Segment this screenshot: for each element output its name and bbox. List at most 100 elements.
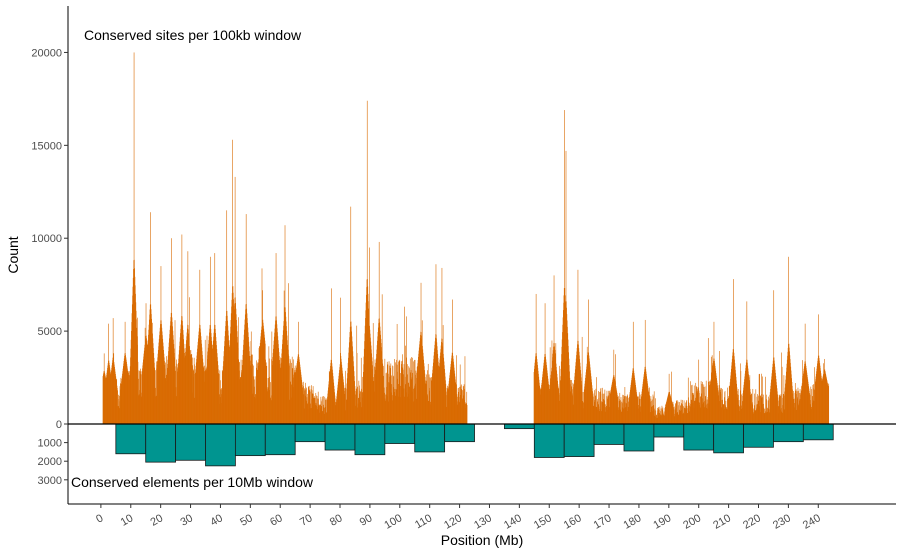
site-bar-734 (322, 396, 323, 424)
site-bar-515 (256, 363, 258, 424)
site-bar-667 (302, 384, 303, 424)
site-bar-1009 (404, 306, 405, 424)
sites-bars (102, 52, 830, 424)
site-bar-1991 (764, 408, 766, 424)
site-bar-957 (388, 361, 390, 424)
site-bar-704 (313, 393, 314, 424)
site-bar-786 (337, 384, 339, 424)
site-bar-1132 (441, 342, 442, 424)
site-bar-1301 (558, 391, 559, 424)
site-bar-1260 (545, 362, 547, 424)
site-bar-2021 (773, 290, 775, 424)
site-bar-966 (391, 384, 393, 424)
site-bar-1241 (540, 394, 541, 424)
site-bar-2014 (771, 376, 772, 424)
site-bar-676 (304, 389, 306, 424)
site-bar-773 (333, 385, 335, 424)
site-bar-1210 (464, 388, 465, 424)
site-bar-1508 (620, 400, 621, 424)
x-tick-label-230: 230 (771, 512, 793, 532)
site-bar-602 (282, 334, 284, 424)
site-bar-1319 (563, 295, 565, 424)
x-tick-label-210: 210 (711, 512, 733, 532)
site-bar-1282 (552, 353, 554, 424)
site-bar-1416 (592, 394, 594, 424)
site-bar-1755 (693, 385, 695, 424)
x-tick-label-110: 110 (413, 512, 434, 531)
site-bar-2060 (785, 383, 786, 424)
site-bar-2203 (827, 386, 829, 424)
site-bar-906 (373, 381, 375, 424)
site-bar-1278 (551, 367, 552, 424)
site-bar-2198 (826, 378, 827, 424)
site-bar-2147 (811, 389, 812, 424)
site-bar-883 (366, 279, 368, 424)
site-bar-1789 (704, 386, 705, 424)
site-bar-1582 (642, 386, 643, 424)
site-bar-975 (394, 358, 395, 424)
site-bar-53 (118, 399, 120, 424)
site-bar-626 (289, 358, 291, 424)
site-bar-851 (357, 407, 358, 424)
site-bar-644 (295, 374, 296, 424)
site-bar-1494 (615, 387, 617, 424)
site-bar-575 (274, 328, 276, 424)
site-bar-1510 (620, 397, 622, 424)
site-bar-929 (380, 334, 381, 424)
site-bar-1531 (626, 394, 628, 424)
site-bar-1062 (420, 334, 421, 424)
site-bar-692 (309, 385, 311, 424)
site-bar-1200 (461, 388, 462, 424)
site-bar-1655 (664, 415, 665, 424)
x-tick-label-90: 90 (358, 512, 375, 529)
site-bar-1407 (589, 367, 591, 424)
site-bar-1793 (705, 405, 706, 424)
site-bar-764 (331, 288, 332, 424)
element-bar-18 (683, 423, 715, 451)
site-bar-1058 (418, 347, 420, 424)
site-bar-2157 (814, 389, 815, 424)
site-bar-1795 (705, 380, 707, 424)
element-bar-3 (205, 423, 236, 467)
site-bar-1324 (565, 302, 566, 424)
site-bar-1398 (587, 358, 588, 424)
site-bar-2023 (774, 360, 775, 424)
site-bar-1977 (760, 395, 761, 424)
site-bar-1047 (415, 370, 417, 424)
x-tick-label-60: 60 (268, 512, 285, 529)
site-bar-681 (306, 388, 307, 424)
site-bar-1621 (653, 391, 655, 424)
site-bar-2078 (790, 366, 792, 424)
site-bar-1444 (600, 411, 602, 424)
x-tick-label-120: 120 (442, 512, 464, 532)
site-bar-2032 (776, 388, 778, 424)
site-bar-40 (114, 369, 116, 424)
site-bar-1959 (754, 411, 756, 424)
site-bar-1031 (410, 369, 412, 424)
site-bar-1113 (435, 334, 436, 424)
x-tick-label-160: 160 (562, 512, 584, 532)
site-bar-2055 (783, 375, 785, 424)
site-bar-3 (103, 371, 105, 424)
site-bar-639 (293, 374, 295, 424)
site-bar-759 (329, 372, 331, 424)
site-bar-828 (350, 321, 351, 424)
site-bar-2166 (816, 366, 818, 424)
site-bar-750 (326, 399, 328, 424)
site-bar-1183 (456, 355, 457, 424)
site-bar-1738 (688, 403, 690, 424)
site-bar-1411 (591, 379, 592, 424)
site-bar-856 (358, 380, 360, 424)
site-bar-1333 (567, 339, 569, 424)
site-bar-1805 (708, 381, 710, 424)
site-bar-1646 (661, 415, 662, 424)
site-bar-1215 (465, 404, 467, 424)
element-bar-14 (563, 423, 595, 457)
site-bar-1609 (650, 401, 651, 424)
site-bar-951 (386, 361, 388, 424)
site-bar-694 (310, 403, 311, 424)
site-bar-2056 (783, 409, 785, 424)
site-bar-1945 (750, 397, 752, 424)
site-bar-768 (332, 369, 333, 424)
site-bar-1402 (588, 352, 590, 424)
